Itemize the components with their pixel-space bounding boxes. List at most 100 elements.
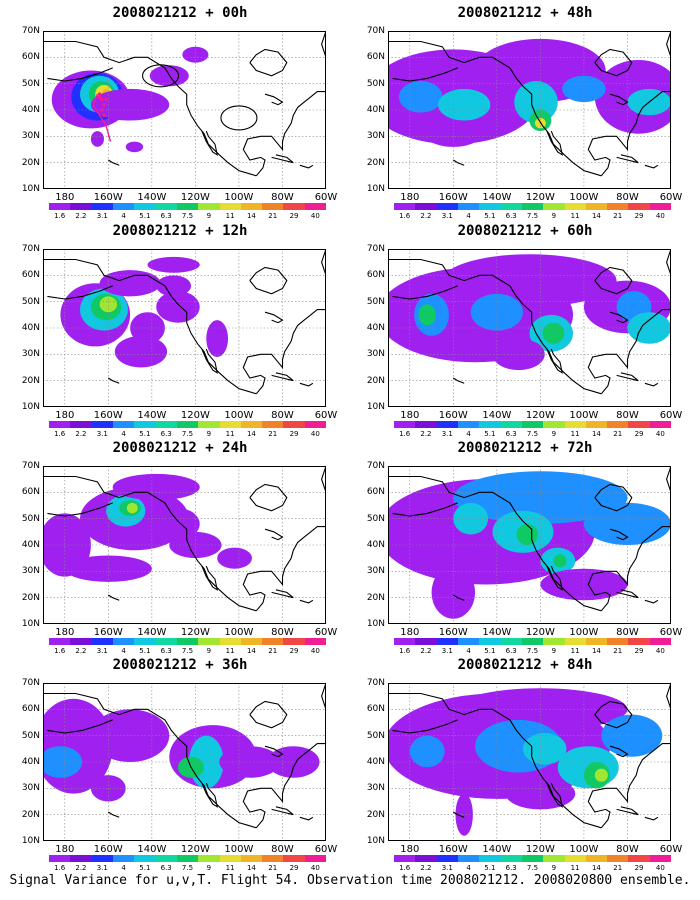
- lon-label: 120W: [180, 627, 210, 638]
- colorbar-swatch: [49, 203, 71, 210]
- colorbar-label: 40: [655, 864, 665, 872]
- colorbar-swatch: [543, 203, 565, 210]
- lon-label: 120W: [525, 192, 555, 203]
- colorbar-swatch: [457, 203, 480, 210]
- lon-label: 140W: [137, 627, 167, 638]
- colorbar: [394, 638, 672, 645]
- lon-label: 60W: [659, 844, 683, 855]
- lat-label: 50N: [21, 730, 40, 741]
- lon-label: 120W: [525, 627, 555, 638]
- colorbar: [49, 203, 327, 210]
- variance-contour: [627, 312, 671, 344]
- lat-label: 50N: [21, 78, 40, 89]
- variance-contour: [418, 304, 436, 326]
- coastline: [388, 466, 671, 612]
- lat-label: 30N: [366, 131, 385, 142]
- colorbar-label: 2.2: [75, 647, 87, 655]
- lon-label: 120W: [180, 844, 210, 855]
- lon-label: 80W: [616, 844, 639, 855]
- lon-label: 180: [400, 844, 420, 855]
- colorbar-swatch: [585, 203, 608, 210]
- variance-contour: [217, 547, 252, 569]
- colorbar-label: 29: [634, 647, 644, 655]
- colorbar-label: 1.6: [399, 430, 411, 438]
- map-panel-84h: 2008021212 + 84h 70N 60N 50N 40N 30N 20N 10N 180…: [355, 655, 695, 873]
- colorbar-swatch: [240, 638, 263, 645]
- colorbar-label: 6.3: [505, 212, 517, 220]
- lon-label: 60W: [314, 844, 338, 855]
- colorbar-swatch: [49, 638, 71, 645]
- target-circle: [142, 64, 180, 88]
- colorbar-swatch: [394, 855, 416, 862]
- lat-label: 40N: [21, 540, 40, 550]
- colorbar-swatch: [134, 421, 156, 428]
- colorbar-label: 2.2: [420, 212, 432, 220]
- lon-label: 100W: [224, 627, 254, 638]
- lat-label: 20N: [21, 592, 40, 603]
- panel-title: 2008021212 + 36h: [112, 657, 248, 673]
- map-area: [388, 466, 671, 624]
- lat-label: 30N: [21, 349, 40, 360]
- colorbar-label: 7.5: [526, 430, 539, 438]
- lon-label: 140W: [482, 844, 512, 855]
- colorbar-swatch: [521, 203, 544, 210]
- colorbar-swatch: [155, 855, 177, 862]
- dropsonde-point: [102, 102, 106, 107]
- lat-label: 70N: [21, 461, 40, 471]
- flight-track: [92, 93, 112, 142]
- lat-label: 60N: [366, 487, 385, 498]
- colorbar-swatch: [628, 203, 650, 210]
- colorbar-label: 29: [289, 212, 299, 220]
- colorbar-label: 6.3: [505, 647, 517, 655]
- lon-label: 160W: [93, 844, 123, 855]
- panel-title: 2008021212 + 60h: [457, 223, 593, 239]
- colorbar-swatch: [457, 855, 480, 862]
- colorbar-label: 9: [551, 864, 557, 872]
- colorbar-label: 5.1: [139, 430, 151, 438]
- colorbar-label: 40: [655, 647, 665, 655]
- map-panel-36h: 2008021212 + 36h 70N 60N 50N 40N 30N 20N 10N 180…: [10, 655, 350, 873]
- lon-label: 80W: [271, 627, 294, 638]
- colorbar-label: 3.1: [441, 430, 453, 438]
- colorbar-label: 14: [246, 647, 256, 655]
- colorbar-swatch: [176, 203, 199, 210]
- colorbar-label: 29: [634, 212, 644, 220]
- colorbar-label: 2.2: [420, 430, 432, 438]
- lat-label: 60N: [366, 704, 385, 715]
- lon-label: 180: [55, 627, 75, 638]
- colorbar-swatch: [564, 638, 586, 645]
- lon-label: 100W: [224, 844, 254, 855]
- lat-label: 60N: [21, 270, 40, 281]
- lat-label: 20N: [366, 157, 385, 168]
- lon-label: 120W: [525, 410, 555, 421]
- lat-label: 10N: [21, 619, 40, 629]
- colorbar-swatch: [564, 855, 586, 862]
- colorbar-label: 7.5: [181, 864, 194, 872]
- colorbar-swatch: [500, 638, 522, 645]
- colorbar-label: 21: [268, 647, 278, 655]
- panel-title: 2008021212 + 24h: [112, 440, 248, 456]
- colorbar-label: 9: [551, 647, 557, 655]
- variance-contour: [522, 733, 567, 765]
- colorbar-label: 3.1: [96, 430, 108, 438]
- colorbar-label: 11: [570, 647, 580, 655]
- colorbar-swatch: [436, 855, 458, 862]
- colorbar-label: 5.1: [484, 864, 496, 872]
- colorbar-label: 3.1: [441, 647, 453, 655]
- colorbar-label: 14: [591, 212, 601, 220]
- lon-label: 180: [55, 192, 75, 203]
- coastline: [43, 31, 326, 177]
- variance-contour: [594, 768, 608, 782]
- colorbar-label: 2.2: [75, 864, 87, 872]
- lon-label: 100W: [224, 410, 254, 421]
- colorbar-label: 4: [466, 647, 471, 655]
- colorbar-label: 11: [225, 647, 235, 655]
- lon-label: 80W: [616, 410, 639, 421]
- variance-contour: [455, 793, 473, 836]
- lat-label: 50N: [21, 513, 40, 524]
- colorbar-swatch: [112, 421, 135, 428]
- variance-contour: [90, 709, 170, 762]
- colorbar-label: 4: [466, 430, 471, 438]
- variance-map: [43, 466, 326, 624]
- colorbar-swatch: [564, 421, 586, 428]
